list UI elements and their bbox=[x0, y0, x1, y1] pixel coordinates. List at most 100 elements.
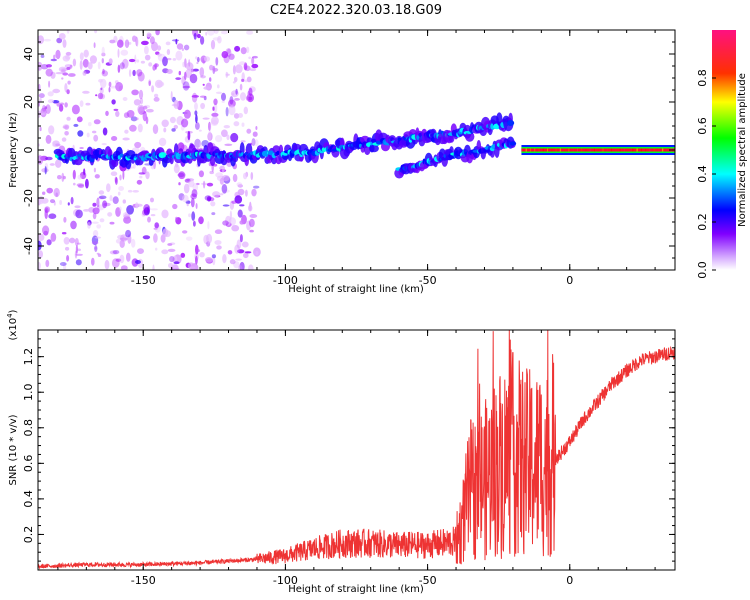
noise-speckle bbox=[196, 62, 199, 64]
noise-speckle bbox=[105, 110, 109, 116]
noise-speckle bbox=[118, 206, 122, 212]
noise-speckle bbox=[129, 124, 137, 132]
noise-speckle bbox=[187, 130, 191, 141]
main-ridge-core bbox=[507, 120, 515, 126]
noise-speckle bbox=[240, 47, 247, 55]
noise-speckle bbox=[252, 55, 258, 59]
noise-speckle bbox=[150, 197, 154, 203]
noise-speckle bbox=[203, 86, 211, 90]
steady-tone-segment bbox=[551, 148, 553, 152]
noise-speckle bbox=[55, 49, 61, 60]
noise-speckle bbox=[124, 129, 129, 134]
noise-speckle bbox=[108, 81, 112, 88]
noise-speckle bbox=[144, 45, 149, 55]
noise-speckle bbox=[82, 90, 90, 94]
noise-speckle bbox=[109, 221, 115, 225]
main-ridge-halo bbox=[369, 144, 379, 153]
noise-speckle bbox=[161, 119, 169, 128]
spectrogram-x-tick-label: -100 bbox=[273, 274, 298, 287]
noise-speckle bbox=[79, 52, 84, 61]
colorbar-tick-label: 0.2 bbox=[696, 213, 709, 231]
snr-x-tick-label: -150 bbox=[131, 574, 156, 587]
snr-x-tick-label: -100 bbox=[273, 574, 298, 587]
noise-speckle bbox=[155, 30, 160, 36]
noise-speckle bbox=[99, 78, 107, 89]
snr-y-tick-label: 0.8 bbox=[22, 419, 35, 437]
noise-speckle bbox=[94, 174, 100, 179]
noise-speckle bbox=[221, 165, 225, 173]
spectrogram-y-tick-label: 20 bbox=[22, 95, 35, 109]
noise-speckle bbox=[108, 58, 113, 65]
noise-speckle bbox=[199, 252, 205, 258]
steady-tone-segment bbox=[628, 148, 630, 152]
noise-speckle bbox=[183, 44, 190, 51]
noise-speckle bbox=[239, 61, 246, 66]
noise-speckle bbox=[109, 195, 113, 202]
noise-speckle bbox=[120, 234, 128, 242]
noise-speckle bbox=[79, 100, 84, 107]
noise-speckle bbox=[150, 214, 156, 217]
noise-speckle bbox=[245, 96, 249, 101]
main-ridge-halo bbox=[74, 158, 83, 166]
noise-speckle bbox=[131, 89, 139, 96]
noise-speckle bbox=[195, 255, 198, 265]
noise-speckle bbox=[206, 196, 212, 202]
noise-speckle bbox=[76, 242, 81, 245]
noise-speckle bbox=[175, 77, 182, 80]
steady-tone-segment bbox=[585, 148, 587, 152]
noise-speckle bbox=[188, 179, 195, 188]
noise-speckle bbox=[173, 124, 178, 130]
noise-speckle bbox=[100, 87, 103, 91]
noise-speckle bbox=[91, 257, 95, 266]
noise-speckle bbox=[64, 124, 69, 130]
noise-speckle bbox=[106, 183, 111, 193]
noise-speckle bbox=[146, 32, 151, 38]
noise-speckle bbox=[200, 36, 205, 45]
noise-speckle bbox=[241, 241, 249, 248]
noise-speckle bbox=[215, 172, 224, 178]
noise-speckle bbox=[115, 110, 120, 117]
noise-speckle bbox=[196, 182, 200, 186]
spectrogram-marks bbox=[38, 30, 675, 270]
noise-speckle bbox=[195, 244, 199, 255]
spectrogram-panel: -150 -100 -50 0 -40 -20 0 20 40 Height of strai… bbox=[8, 29, 676, 295]
noise-speckle bbox=[44, 166, 47, 175]
noise-speckle bbox=[212, 191, 221, 198]
noise-speckle bbox=[122, 170, 125, 180]
noise-speckle bbox=[194, 110, 198, 116]
noise-speckle bbox=[215, 91, 223, 95]
noise-speckle bbox=[234, 45, 241, 52]
noise-speckle bbox=[241, 78, 245, 82]
noise-speckle bbox=[254, 139, 259, 147]
noise-speckle bbox=[52, 100, 60, 104]
noise-speckle bbox=[61, 77, 64, 80]
noise-speckle bbox=[149, 36, 155, 45]
noise-speckle bbox=[147, 216, 151, 223]
noise-speckle bbox=[58, 33, 66, 40]
noise-speckle bbox=[38, 195, 44, 205]
steady-tone-segment bbox=[572, 148, 574, 152]
noise-speckle bbox=[168, 262, 174, 269]
noise-speckle bbox=[55, 143, 61, 147]
noise-speckle bbox=[208, 121, 211, 131]
noise-speckle bbox=[79, 147, 84, 149]
noise-speckle bbox=[94, 30, 98, 34]
noise-speckle bbox=[194, 102, 198, 111]
noise-speckle bbox=[217, 84, 220, 89]
noise-speckle bbox=[115, 82, 123, 92]
noise-speckle bbox=[92, 207, 100, 215]
noise-speckle bbox=[246, 76, 252, 83]
snr-line bbox=[38, 330, 675, 570]
noise-speckle bbox=[238, 113, 243, 118]
noise-speckle bbox=[115, 258, 122, 262]
steady-tone-segment bbox=[611, 148, 613, 152]
steady-tone-segment bbox=[525, 148, 527, 152]
noise-speckle bbox=[96, 197, 100, 208]
noise-speckle bbox=[223, 125, 230, 129]
noise-speckle bbox=[93, 134, 99, 142]
noise-speckle bbox=[213, 103, 218, 113]
noise-speckle bbox=[61, 137, 67, 142]
noise-speckle bbox=[225, 71, 229, 78]
noise-speckle bbox=[109, 250, 118, 255]
noise-speckle bbox=[44, 207, 49, 213]
